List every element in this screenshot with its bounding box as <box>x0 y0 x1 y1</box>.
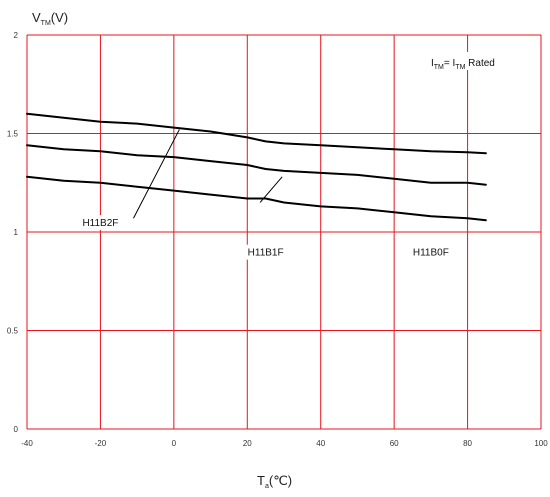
x-tick-label: 60 <box>390 439 399 448</box>
y-tick-label: 0 <box>14 425 19 434</box>
series-lines <box>26 112 487 222</box>
leader-line-h11b1f <box>259 176 283 203</box>
y-tick-label: 1.5 <box>7 130 19 139</box>
x-tick-label: 20 <box>243 439 252 448</box>
y-tick-label: 0.5 <box>7 327 19 336</box>
y-tick-label: 2 <box>14 31 19 40</box>
x-tick-label: -20 <box>95 439 107 448</box>
series-label-h11b1f: H11B1F <box>248 248 284 259</box>
series-line-h11b0f <box>26 175 487 222</box>
x-tick-label: 100 <box>534 439 548 448</box>
y-axis-title: VTM(V) <box>32 10 68 27</box>
y-tick-label: 1 <box>14 228 19 237</box>
x-axis-title: Ta(℃) <box>257 473 292 490</box>
annotation-bg <box>76 215 125 231</box>
tick-labels: -40 -20 0 20 40 60 80 100 0 0.5 1 1.5 2 <box>7 31 548 448</box>
series-annotations: H11B2F H11B1F H11B0F <box>76 129 455 260</box>
annotation-bg <box>242 244 290 260</box>
x-tick-label: 80 <box>463 439 472 448</box>
series-line-h11b2f <box>26 112 487 155</box>
grid-lines <box>26 34 542 430</box>
condition-label-bg <box>428 52 522 70</box>
annotation-bg <box>407 244 455 260</box>
leader-line-h11b2f <box>133 129 180 219</box>
x-tick-label: 0 <box>172 439 177 448</box>
series-line-h11b1f <box>26 144 487 186</box>
x-tick-label: -40 <box>21 439 33 448</box>
series-label-h11b0f: H11B0F <box>413 248 449 259</box>
series-label-h11b2f: H11B2F <box>82 218 118 229</box>
x-tick-label: 40 <box>316 439 325 448</box>
condition-label: ITM= ITM Rated <box>431 58 495 71</box>
